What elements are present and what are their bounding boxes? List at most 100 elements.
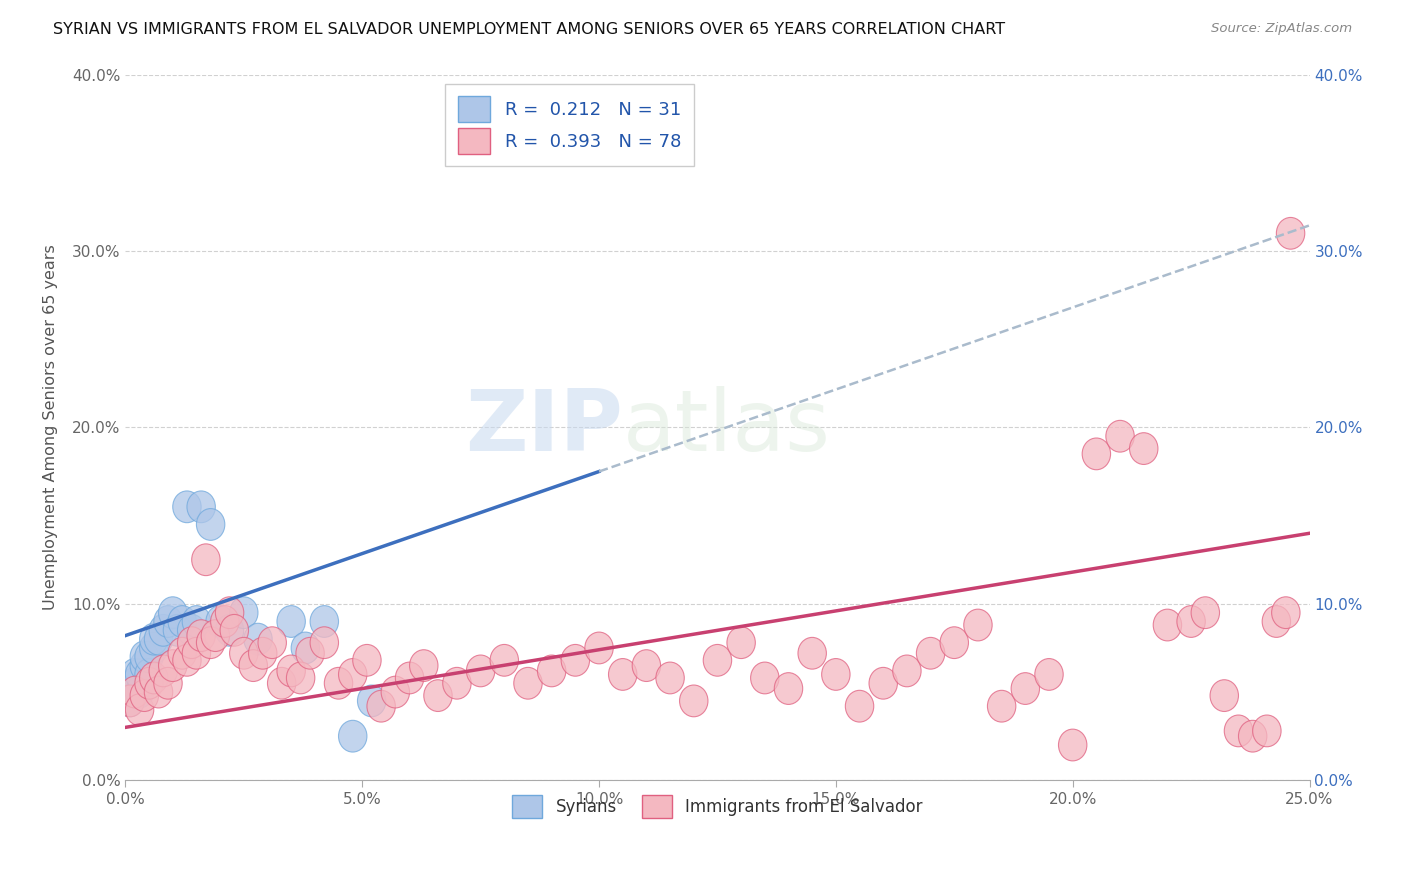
Ellipse shape: [409, 649, 439, 681]
Ellipse shape: [139, 662, 167, 694]
Ellipse shape: [229, 638, 257, 669]
Ellipse shape: [215, 615, 243, 646]
Ellipse shape: [149, 655, 177, 687]
Text: SYRIAN VS IMMIGRANTS FROM EL SALVADOR UNEMPLOYMENT AMONG SENIORS OVER 65 YEARS C: SYRIAN VS IMMIGRANTS FROM EL SALVADOR UN…: [53, 22, 1005, 37]
Ellipse shape: [1211, 680, 1239, 712]
Ellipse shape: [311, 627, 339, 658]
Ellipse shape: [121, 667, 149, 699]
Ellipse shape: [679, 685, 709, 717]
Ellipse shape: [585, 632, 613, 664]
Ellipse shape: [941, 627, 969, 658]
Ellipse shape: [135, 641, 163, 673]
Ellipse shape: [869, 667, 897, 699]
Ellipse shape: [381, 676, 409, 708]
Ellipse shape: [1107, 420, 1135, 452]
Ellipse shape: [229, 597, 257, 629]
Text: atlas: atlas: [623, 386, 831, 469]
Ellipse shape: [173, 644, 201, 676]
Ellipse shape: [357, 685, 385, 717]
Ellipse shape: [205, 606, 235, 638]
Ellipse shape: [325, 667, 353, 699]
Ellipse shape: [561, 644, 589, 676]
Text: Source: ZipAtlas.com: Source: ZipAtlas.com: [1212, 22, 1353, 36]
Ellipse shape: [775, 673, 803, 705]
Ellipse shape: [121, 658, 149, 690]
Ellipse shape: [159, 597, 187, 629]
Ellipse shape: [353, 644, 381, 676]
Ellipse shape: [295, 638, 325, 669]
Ellipse shape: [243, 624, 273, 655]
Ellipse shape: [125, 676, 153, 708]
Ellipse shape: [423, 680, 453, 712]
Ellipse shape: [139, 632, 167, 664]
Ellipse shape: [145, 624, 173, 655]
Ellipse shape: [513, 667, 543, 699]
Ellipse shape: [197, 627, 225, 658]
Ellipse shape: [1035, 658, 1063, 690]
Ellipse shape: [845, 690, 873, 722]
Ellipse shape: [395, 662, 423, 694]
Ellipse shape: [821, 658, 851, 690]
Ellipse shape: [1263, 606, 1291, 638]
Ellipse shape: [121, 676, 149, 708]
Ellipse shape: [277, 655, 305, 687]
Y-axis label: Unemployment Among Seniors over 65 years: Unemployment Among Seniors over 65 years: [44, 244, 58, 610]
Ellipse shape: [197, 508, 225, 541]
Ellipse shape: [215, 597, 243, 629]
Ellipse shape: [191, 544, 221, 575]
Ellipse shape: [1253, 715, 1281, 747]
Ellipse shape: [115, 685, 145, 717]
Ellipse shape: [633, 649, 661, 681]
Ellipse shape: [1011, 673, 1039, 705]
Ellipse shape: [131, 641, 159, 673]
Ellipse shape: [1239, 721, 1267, 752]
Legend: Syrians, Immigrants from El Salvador: Syrians, Immigrants from El Salvador: [506, 788, 929, 825]
Ellipse shape: [177, 627, 205, 658]
Ellipse shape: [799, 638, 827, 669]
Ellipse shape: [139, 624, 167, 655]
Ellipse shape: [277, 606, 305, 638]
Ellipse shape: [135, 658, 163, 690]
Ellipse shape: [249, 638, 277, 669]
Ellipse shape: [183, 606, 211, 638]
Ellipse shape: [1083, 438, 1111, 470]
Ellipse shape: [125, 694, 153, 725]
Ellipse shape: [149, 615, 177, 646]
Ellipse shape: [339, 721, 367, 752]
Ellipse shape: [1129, 433, 1159, 465]
Ellipse shape: [893, 655, 921, 687]
Text: ZIP: ZIP: [465, 386, 623, 469]
Ellipse shape: [267, 667, 295, 699]
Ellipse shape: [655, 662, 685, 694]
Ellipse shape: [609, 658, 637, 690]
Ellipse shape: [963, 609, 993, 641]
Ellipse shape: [467, 655, 495, 687]
Ellipse shape: [339, 658, 367, 690]
Ellipse shape: [239, 649, 267, 681]
Ellipse shape: [311, 606, 339, 638]
Ellipse shape: [1153, 609, 1181, 641]
Ellipse shape: [1271, 597, 1301, 629]
Ellipse shape: [153, 606, 183, 638]
Ellipse shape: [187, 620, 215, 651]
Ellipse shape: [211, 606, 239, 638]
Ellipse shape: [1059, 729, 1087, 761]
Ellipse shape: [287, 662, 315, 694]
Ellipse shape: [125, 658, 153, 690]
Ellipse shape: [153, 667, 183, 699]
Ellipse shape: [987, 690, 1017, 722]
Ellipse shape: [201, 620, 229, 651]
Ellipse shape: [135, 667, 163, 699]
Ellipse shape: [917, 638, 945, 669]
Ellipse shape: [173, 491, 201, 523]
Ellipse shape: [187, 491, 215, 523]
Ellipse shape: [291, 632, 319, 664]
Ellipse shape: [177, 615, 205, 646]
Ellipse shape: [367, 690, 395, 722]
Ellipse shape: [183, 638, 211, 669]
Ellipse shape: [145, 676, 173, 708]
Ellipse shape: [443, 667, 471, 699]
Ellipse shape: [163, 615, 191, 646]
Ellipse shape: [131, 649, 159, 681]
Ellipse shape: [1191, 597, 1219, 629]
